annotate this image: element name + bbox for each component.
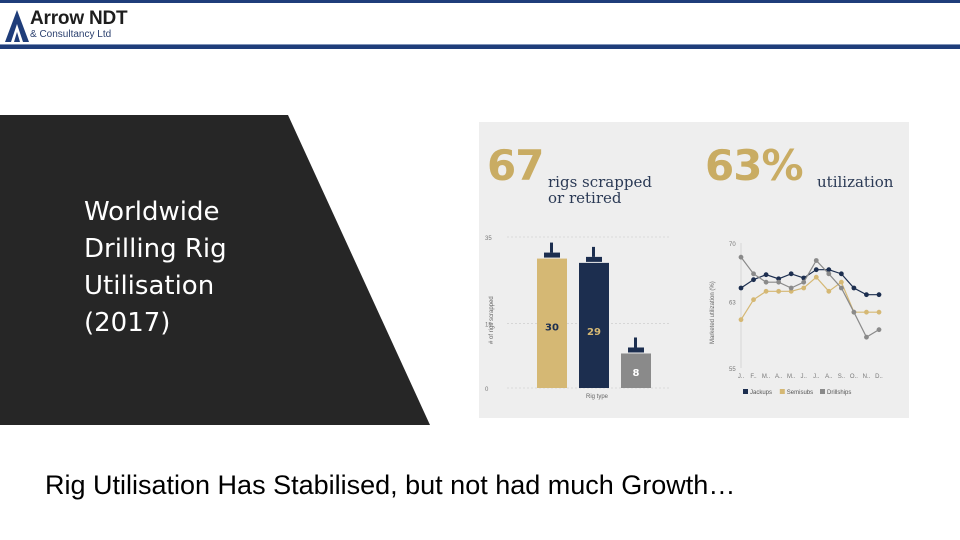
series-point-drillships: [864, 334, 869, 340]
series-point-semisubs: [751, 297, 756, 303]
series-point-jackups: [738, 285, 744, 291]
line-xtick-label: D..: [875, 374, 883, 380]
series-point-jackups: [838, 271, 844, 277]
series-point-jackups: [864, 292, 869, 298]
series-point-jackups: [788, 271, 794, 277]
series-point-jackups: [826, 267, 832, 273]
panel-title-line-2: Drilling Rig: [84, 234, 227, 264]
bar-ylabel: # of rigs scrapped: [489, 296, 495, 344]
series-point-drillships: [788, 285, 794, 291]
legend-swatch-drillships: [820, 389, 825, 394]
rig-derrick-icon: [592, 246, 595, 257]
line-ylabel: Marketed utilization (%): [710, 281, 716, 344]
series-point-semisubs: [788, 288, 794, 294]
bar-xlabel: Rig type: [586, 394, 609, 400]
series-point-jackups: [876, 292, 882, 298]
legend-label-jackups: Jackups: [750, 390, 772, 396]
line-xtick-label: A..: [775, 374, 783, 380]
bar-semisubs: [579, 262, 609, 388]
bar-value-label: 29: [587, 327, 601, 338]
series-point-jackups: [763, 272, 769, 278]
header-top-bar: [0, 0, 960, 3]
rig-derrick-icon: [550, 242, 553, 253]
company-logo: [3, 8, 153, 44]
bar-jackups: [537, 258, 567, 388]
rig-icon-semisubs: [586, 256, 602, 262]
scrapped-label-line-2: or retired: [548, 189, 622, 207]
rig-icon-drillships: [628, 347, 644, 353]
series-point-drillships: [801, 279, 807, 285]
series-point-semisubs: [838, 279, 844, 285]
utilization-percent: 63%: [705, 141, 804, 190]
line-xtick-label: N..: [863, 374, 871, 380]
series-point-semisubs: [776, 288, 782, 294]
header-divider-line: [0, 44, 960, 45]
panel-title-line-1: Worldwide: [84, 197, 220, 227]
series-point-semisubs: [801, 285, 807, 291]
line-xtick-label: M..: [787, 374, 796, 380]
slide-caption: Rig Utilisation Has Stabilised, but not …: [45, 470, 736, 500]
series-point-drillships: [851, 309, 857, 315]
legend-label-semisubs: Semisubs: [787, 390, 813, 396]
line-xtick-label: A..: [825, 374, 833, 380]
header-bottom-bar: [0, 45, 960, 49]
series-point-drillships: [751, 271, 756, 277]
bar-ytick-label: 15: [485, 322, 492, 328]
legend-label-drillships: Drillships: [827, 390, 851, 396]
logo-subtitle: & Consultancy Ltd: [30, 29, 112, 40]
series-point-semisubs: [876, 309, 882, 315]
series-point-drillships: [876, 327, 882, 333]
series-point-drillships: [738, 254, 744, 260]
line-xtick-label: J..: [813, 374, 820, 380]
series-point-jackups: [851, 285, 857, 291]
series-point-semisubs: [813, 274, 819, 280]
legend-swatch-semisubs: [779, 389, 785, 394]
rig-derrick-icon: [634, 337, 637, 348]
series-point-drillships: [776, 279, 782, 285]
bar-value-label: 30: [545, 323, 559, 334]
bar-value-label: 8: [633, 368, 640, 379]
title-panel: [0, 115, 430, 425]
line-ytick-label: 63: [729, 300, 736, 306]
series-line-drillships: [740, 256, 880, 339]
arrow-logo-icon: [5, 10, 29, 42]
scrapped-count: 67: [487, 141, 544, 190]
logo-name: Arrow NDT: [30, 8, 128, 29]
series-point-jackups: [776, 276, 782, 282]
bar-drillships: [621, 353, 651, 388]
panel-title-line-4: (2017): [84, 308, 171, 338]
line-xtick-label: O..: [850, 374, 858, 380]
legend-swatch-jackups: [743, 389, 748, 394]
scrapped-label-line-1: rigs scrapped: [548, 173, 652, 191]
series-point-semisubs: [738, 317, 744, 323]
series-line-semisubs: [740, 276, 879, 320]
bar-ytick-label: 35: [485, 236, 492, 242]
series-point-jackups: [751, 277, 756, 283]
series-point-drillships: [838, 285, 844, 291]
bar-ytick-label: 0: [485, 387, 489, 393]
panel-title-line-3: Utilisation: [84, 271, 215, 301]
line-xtick-label: J..: [738, 374, 745, 380]
charts-canvas: 0 15 35 # of rigs scrapped 30 29 8 Rig type 55 63…: [485, 236, 883, 400]
line-xtick-label: F..: [750, 374, 757, 380]
line-ytick-label: 55: [729, 367, 736, 373]
rig-icon-jackups: [544, 252, 560, 258]
line-xtick-label: S..: [838, 374, 846, 380]
series-point-semisubs: [864, 309, 869, 315]
utilization-label: utilization: [817, 173, 894, 191]
series-point-semisubs: [826, 288, 832, 294]
rig-infographic: 67 rigs scrapped or retired 63% utilizat…: [479, 122, 909, 418]
line-xtick-label: J..: [801, 374, 808, 380]
series-point-drillships: [763, 279, 769, 285]
series-point-drillships: [813, 258, 819, 263]
series-point-jackups: [813, 267, 819, 273]
series-point-semisubs: [763, 288, 769, 294]
panel-title: Worldwide Drilling Rig Utilisation (2017…: [84, 194, 284, 342]
series-point-drillships: [826, 271, 832, 277]
line-ytick-label: 70: [729, 242, 736, 248]
line-xtick-label: M..: [762, 374, 771, 380]
